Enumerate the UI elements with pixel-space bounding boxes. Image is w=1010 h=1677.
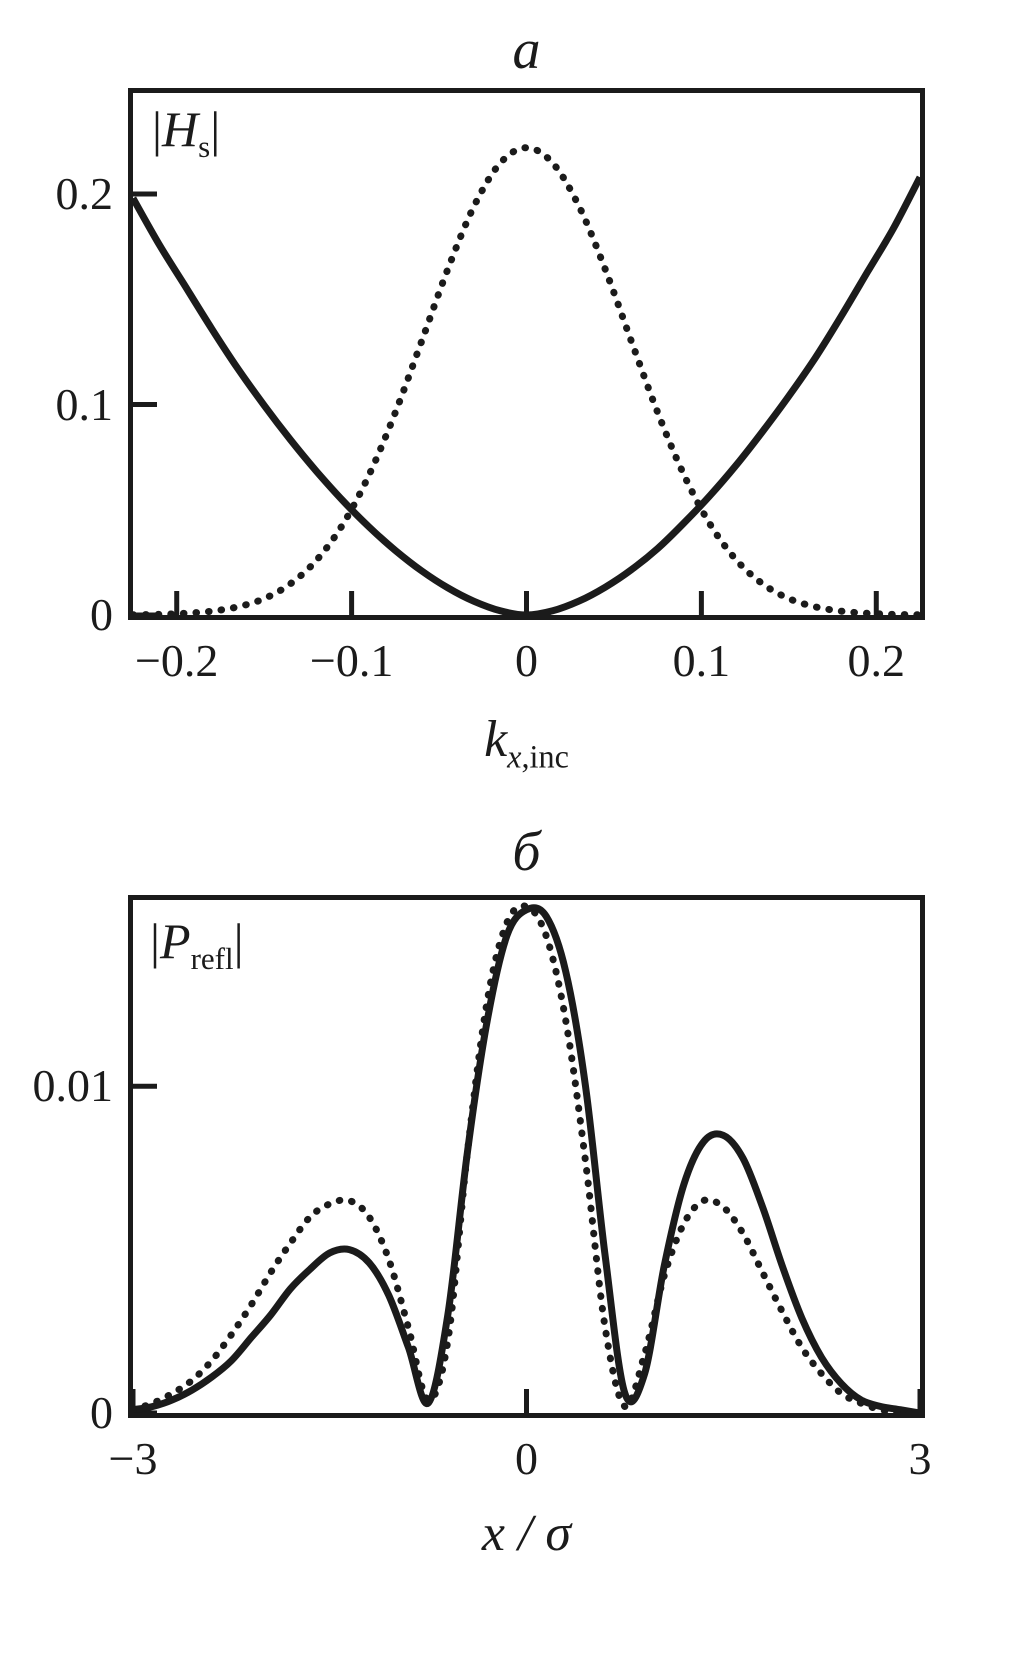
plot-a-xlabel: kx,inc	[128, 714, 925, 773]
plot-b-ylabel: |Prefl|	[150, 916, 244, 974]
ylabel-b-pre: |	[150, 913, 161, 969]
x-tick-label: −0.2	[134, 635, 219, 686]
panel-b-title: б	[512, 821, 541, 883]
xlabel-a-sub-italic: x	[507, 738, 522, 775]
x-tick-label: 0.2	[847, 635, 906, 686]
y-tick-label: 0.2	[55, 168, 114, 220]
ylabel-a-sub: s	[198, 129, 211, 164]
ylabel-b-post: |	[233, 913, 244, 969]
ylabel-b-var: P	[160, 913, 191, 969]
xlabel-b-base: x / σ	[481, 1505, 572, 1562]
plot-a-box	[128, 88, 925, 620]
ylabel-b-sub: refl	[190, 941, 234, 976]
ylabel-a-pre: |	[152, 101, 163, 157]
plot-b-box	[128, 895, 925, 1418]
ylabel-a-post: |	[210, 101, 221, 157]
y-tick-label: 0	[90, 1387, 113, 1438]
plot-a-canvas	[133, 144, 920, 615]
x-tick-label: −3	[108, 1433, 158, 1484]
plot-b-canvas	[133, 902, 920, 1413]
ylabel-a-var: H	[162, 101, 199, 157]
xlabel-a-sub-roman: ,inc	[521, 738, 569, 775]
y-tick-label: 0.1	[55, 378, 114, 430]
plot-b-xlabel: x / σ	[128, 1508, 925, 1567]
x-tick-label: 3	[908, 1433, 932, 1484]
x-tick-label: −0.1	[309, 635, 394, 686]
y-tick-label: 0	[90, 589, 113, 640]
panel-a-title: a	[512, 19, 541, 81]
xlabel-a-base: k	[484, 711, 508, 768]
x-tick-label: 0	[515, 1433, 538, 1484]
x-tick-label: 0	[515, 635, 538, 686]
y-tick-label: 0.01	[32, 1060, 114, 1112]
plot-a-ylabel: |Hs|	[152, 104, 220, 162]
x-tick-label: 0.1	[672, 635, 731, 686]
